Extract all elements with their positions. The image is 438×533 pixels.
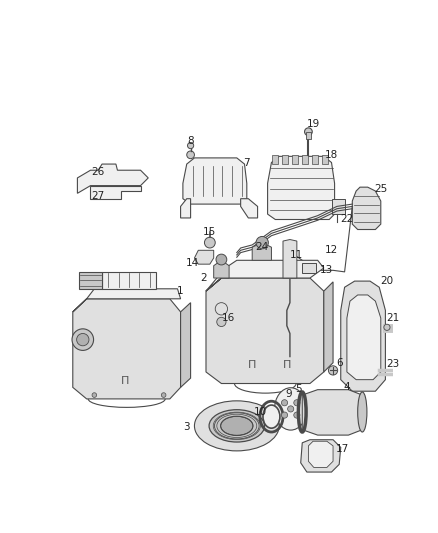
Text: 7: 7 <box>244 158 250 167</box>
Text: 12: 12 <box>325 245 338 255</box>
Polygon shape <box>324 282 333 372</box>
Ellipse shape <box>263 405 280 428</box>
Ellipse shape <box>194 401 279 451</box>
Circle shape <box>328 366 338 375</box>
Text: 6: 6 <box>336 358 343 368</box>
Circle shape <box>161 393 166 398</box>
Text: 13: 13 <box>320 265 333 276</box>
Polygon shape <box>302 390 362 435</box>
Polygon shape <box>301 440 341 472</box>
Text: 21: 21 <box>386 313 400 323</box>
Text: 24: 24 <box>256 242 269 252</box>
Polygon shape <box>206 260 324 291</box>
Text: 9: 9 <box>285 389 292 399</box>
Text: 25: 25 <box>374 184 387 193</box>
Polygon shape <box>91 185 141 199</box>
Bar <box>312 155 318 164</box>
Text: 2: 2 <box>200 273 207 283</box>
Circle shape <box>216 254 227 265</box>
Polygon shape <box>73 289 180 312</box>
Text: 10: 10 <box>253 407 266 417</box>
Circle shape <box>294 400 300 406</box>
Text: 26: 26 <box>92 167 105 177</box>
Text: 19: 19 <box>307 119 320 129</box>
Circle shape <box>72 329 94 350</box>
Text: 17: 17 <box>336 444 349 454</box>
Polygon shape <box>308 441 333 467</box>
Bar <box>322 155 328 164</box>
Circle shape <box>256 237 268 249</box>
Text: 15: 15 <box>203 227 216 237</box>
Text: 23: 23 <box>386 359 400 369</box>
Text: 27: 27 <box>92 191 105 201</box>
Ellipse shape <box>358 392 367 432</box>
Polygon shape <box>341 281 385 391</box>
Text: 4: 4 <box>343 382 350 392</box>
Text: 20: 20 <box>380 276 393 286</box>
Text: 3: 3 <box>184 422 190 432</box>
Ellipse shape <box>221 416 253 435</box>
Text: 8: 8 <box>187 136 194 146</box>
Polygon shape <box>180 303 191 387</box>
Circle shape <box>217 317 226 327</box>
Polygon shape <box>194 251 214 264</box>
Text: П: П <box>283 360 291 370</box>
Polygon shape <box>268 156 335 220</box>
Polygon shape <box>283 239 297 278</box>
Circle shape <box>282 400 288 406</box>
Text: 16: 16 <box>222 313 235 323</box>
Polygon shape <box>206 278 324 384</box>
Text: 1: 1 <box>177 286 184 296</box>
Circle shape <box>215 303 228 315</box>
Text: П: П <box>248 360 256 370</box>
Text: П: П <box>121 376 129 386</box>
Ellipse shape <box>209 410 265 442</box>
Circle shape <box>304 128 312 135</box>
Polygon shape <box>183 158 247 204</box>
Polygon shape <box>214 260 229 278</box>
Text: 5: 5 <box>295 384 302 394</box>
Polygon shape <box>78 164 148 193</box>
Polygon shape <box>252 243 272 260</box>
Polygon shape <box>352 187 381 230</box>
Circle shape <box>187 142 194 149</box>
Polygon shape <box>240 199 258 218</box>
Circle shape <box>384 324 390 330</box>
Bar <box>282 155 288 164</box>
Circle shape <box>294 412 300 418</box>
Text: 14: 14 <box>186 257 200 268</box>
Ellipse shape <box>275 387 307 430</box>
Polygon shape <box>302 263 316 273</box>
Polygon shape <box>347 295 381 379</box>
Bar <box>272 155 278 164</box>
Text: 18: 18 <box>325 150 338 160</box>
Polygon shape <box>102 272 156 289</box>
Circle shape <box>92 393 97 398</box>
Bar <box>306 132 311 140</box>
Circle shape <box>205 237 215 248</box>
Text: 22: 22 <box>340 214 353 224</box>
Bar <box>302 155 307 164</box>
Polygon shape <box>180 199 191 218</box>
Polygon shape <box>73 299 180 399</box>
Polygon shape <box>279 412 294 426</box>
Circle shape <box>288 406 294 412</box>
Circle shape <box>282 412 288 418</box>
Polygon shape <box>332 199 345 214</box>
Bar <box>292 155 298 164</box>
Polygon shape <box>79 272 102 289</box>
Circle shape <box>77 334 89 346</box>
Text: 11: 11 <box>290 250 303 260</box>
Circle shape <box>187 151 194 159</box>
